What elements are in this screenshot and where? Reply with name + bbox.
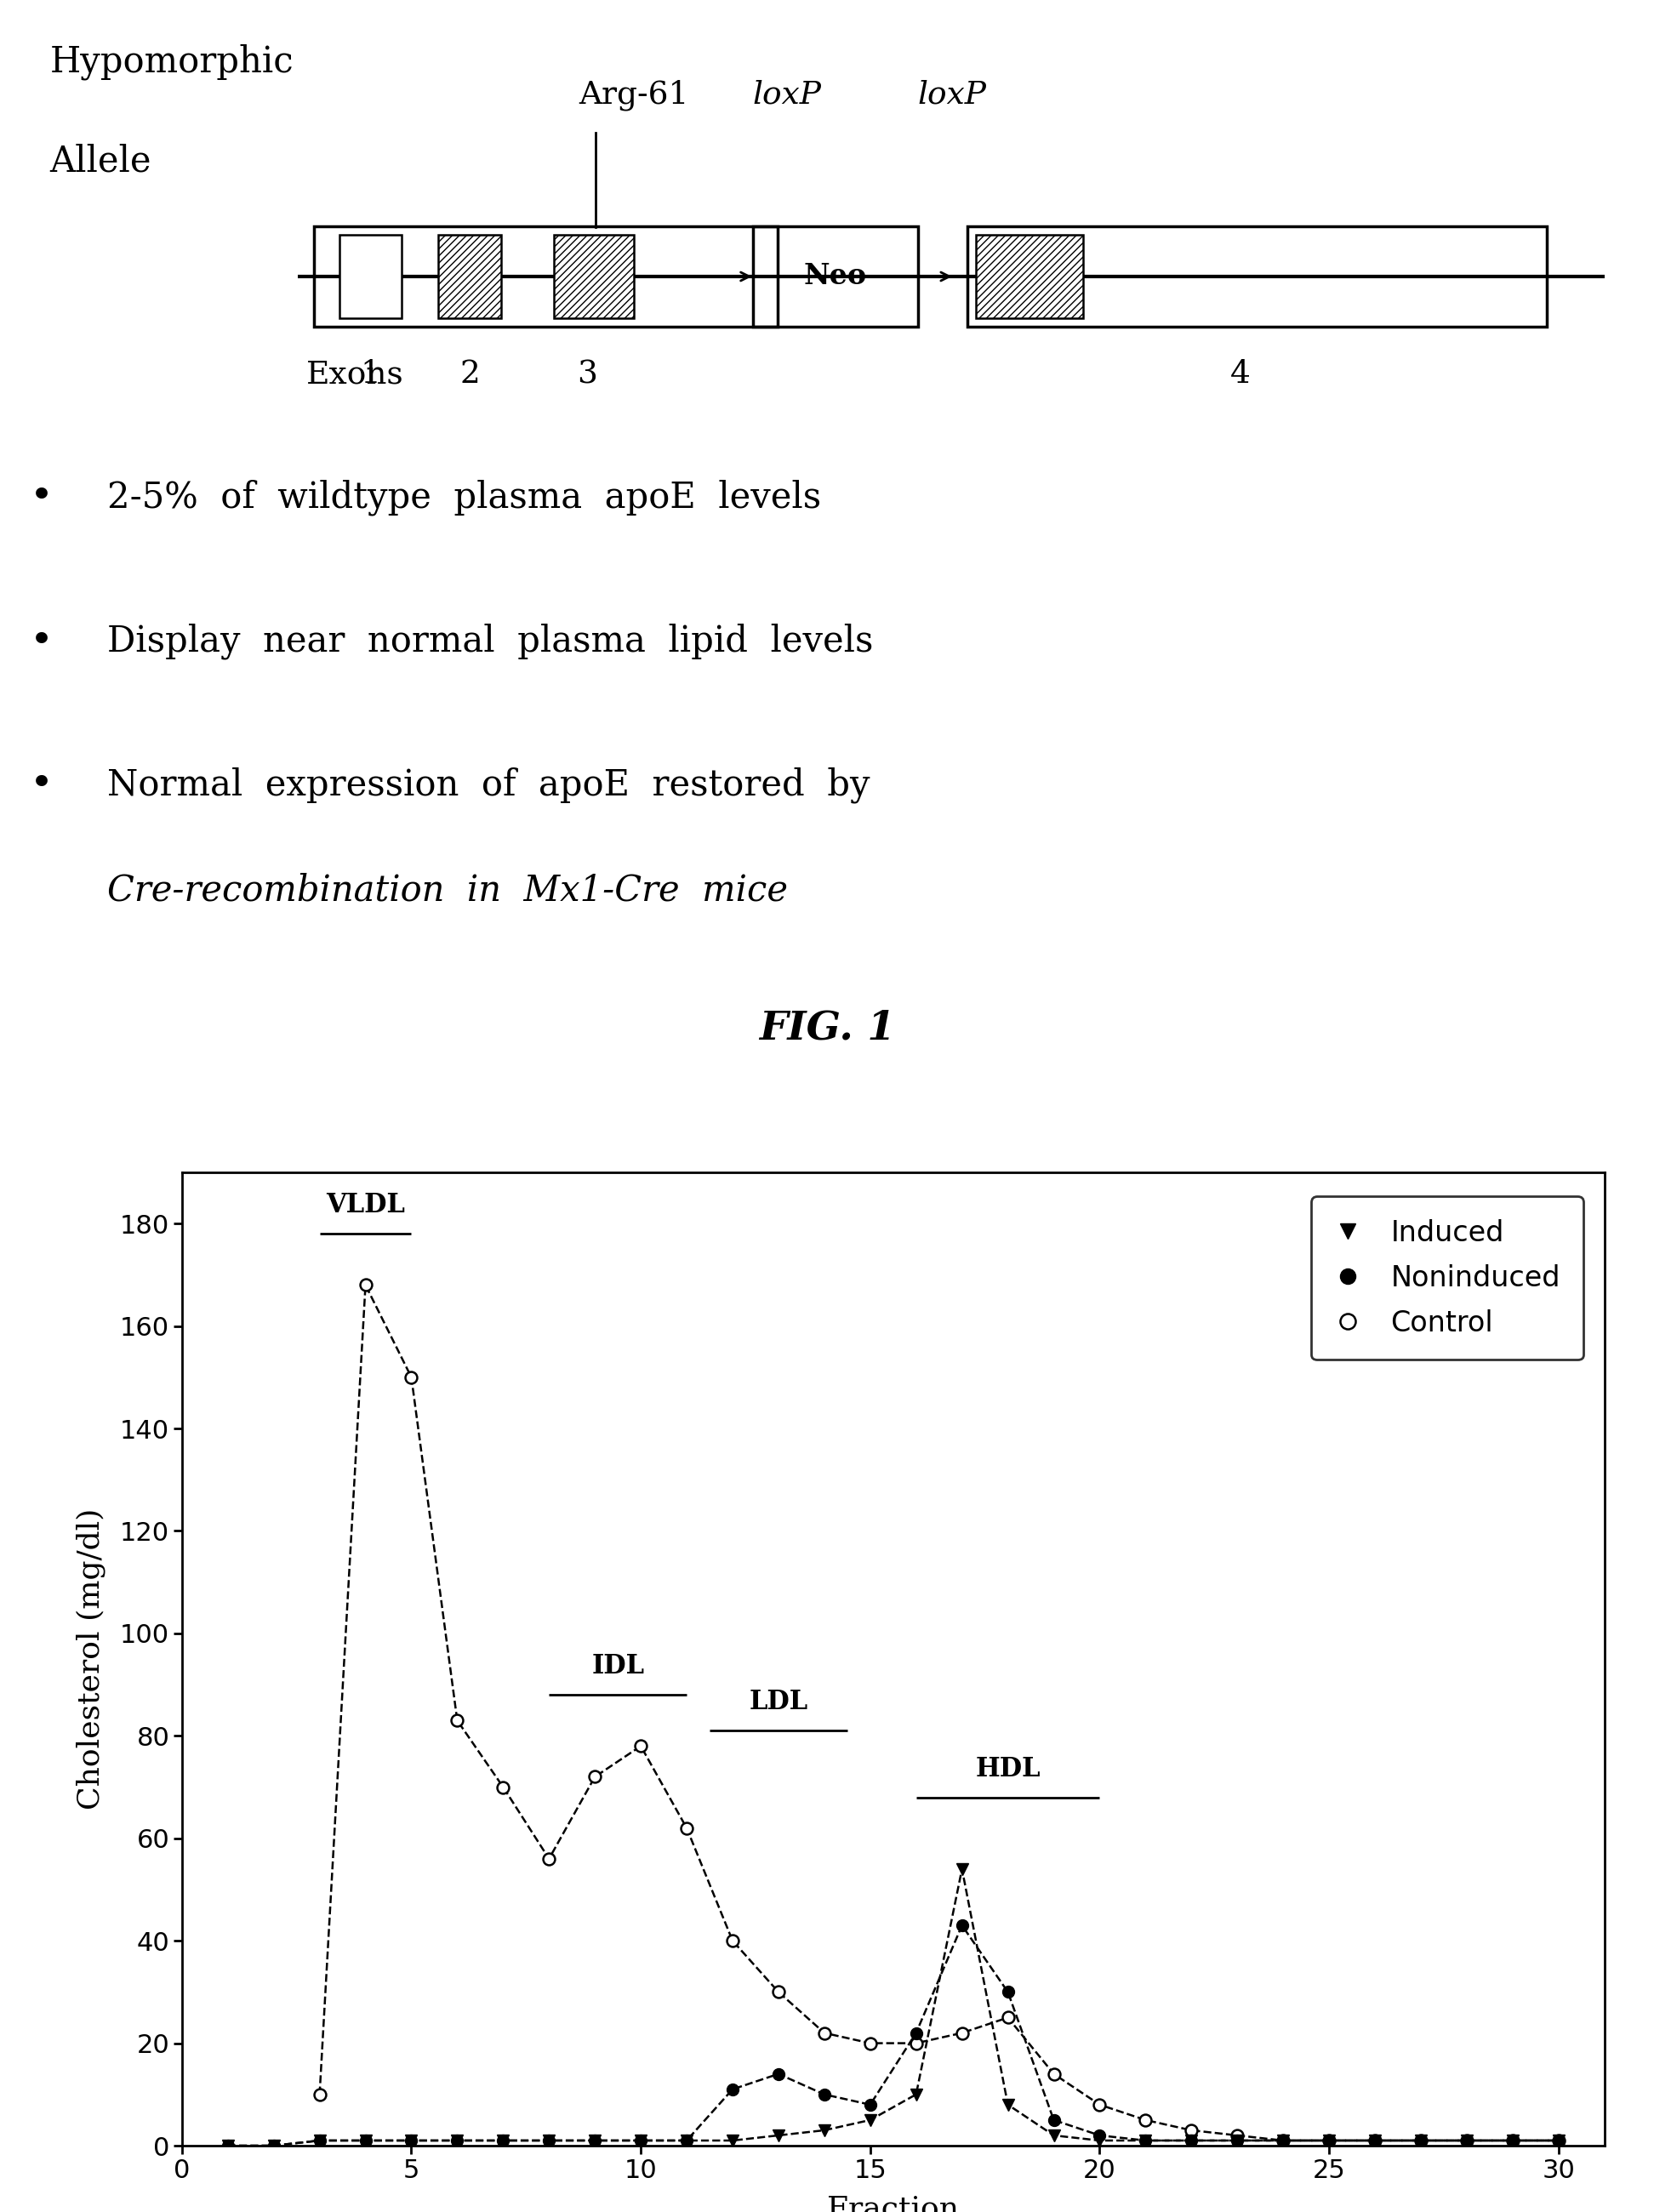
Text: 2: 2 [460,358,480,389]
Text: 4: 4 [1231,358,1250,389]
Text: Display  near  normal  plasma  lipid  levels: Display near normal plasma lipid levels [108,624,873,659]
Text: loxP: loxP [918,80,987,111]
Text: Cre-recombination  in  Mx1-Cre  mice: Cre-recombination in Mx1-Cre mice [108,872,789,909]
Text: Neo: Neo [804,263,867,290]
Text: •: • [30,622,53,661]
Text: 2-5%  of  wildtype  plasma  apoE  levels: 2-5% of wildtype plasma apoE levels [108,480,822,515]
Text: Allele: Allele [50,144,151,179]
Text: •: • [30,765,53,805]
Bar [438,234,501,319]
Text: 1: 1 [361,358,380,389]
Text: Arg-61: Arg-61 [579,80,690,111]
Bar [554,234,633,319]
Text: VLDL: VLDL [326,1192,405,1219]
Bar [339,234,402,319]
Text: 3: 3 [577,358,597,389]
Bar [753,228,918,325]
Text: Hypomorphic: Hypomorphic [50,44,293,80]
Bar [968,228,1546,325]
Y-axis label: Cholesterol (mg/dl): Cholesterol (mg/dl) [76,1509,106,1809]
Text: •: • [30,478,53,518]
Text: HDL: HDL [976,1756,1040,1783]
X-axis label: Fraction: Fraction [827,2194,959,2212]
Bar [314,228,777,325]
Text: loxP: loxP [753,80,822,111]
Legend: Induced, Noninduced, Control: Induced, Noninduced, Control [1312,1197,1583,1360]
Text: Exons: Exons [306,358,404,389]
Text: LDL: LDL [749,1690,807,1714]
Bar [976,234,1083,319]
Text: IDL: IDL [592,1652,643,1679]
Text: FIG. 1: FIG. 1 [759,1009,895,1048]
Text: Normal  expression  of  apoE  restored  by: Normal expression of apoE restored by [108,768,870,803]
